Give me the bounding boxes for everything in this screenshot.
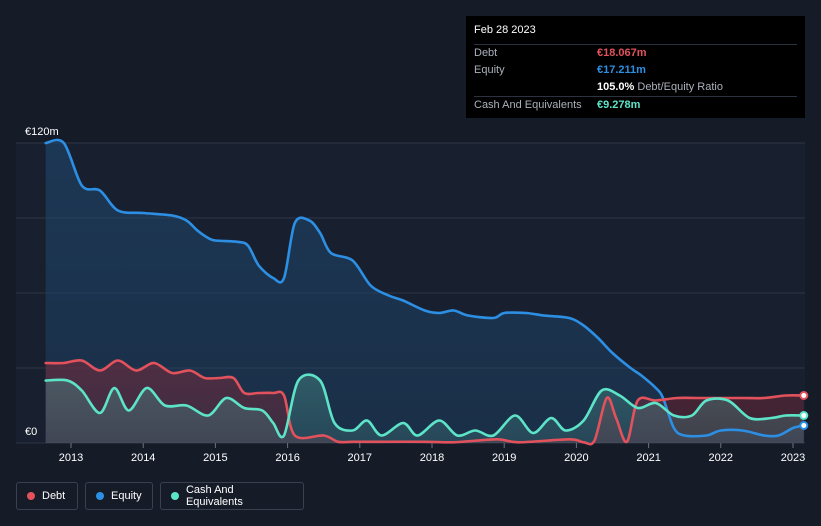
ratio-label: Debt/Equity Ratio — [637, 81, 723, 93]
x-tick-label: 2018 — [420, 452, 444, 464]
tooltip-value: €9.278m — [597, 99, 641, 111]
legend-item-equity[interactable]: Equity — [85, 482, 153, 510]
tooltip-label: Debt — [474, 47, 498, 59]
cash-and-equivalents-line — [44, 373, 806, 439]
ratio-value: 105.0% — [597, 81, 635, 93]
tooltip-row-debt: Debt €18.067m — [474, 44, 797, 62]
legend-label: Equity — [111, 490, 142, 502]
tooltip-date: Feb 28 2023 — [474, 24, 536, 36]
cash-and-equivalents-area — [45, 374, 804, 443]
y-tick-label-max: €120m — [25, 126, 59, 138]
x-tick-label: 2013 — [59, 452, 83, 464]
end-markers — [799, 391, 809, 430]
y-tick-label-zero: €0 — [25, 426, 38, 438]
equity-area — [45, 139, 804, 443]
x-tick-label: 2020 — [564, 452, 588, 464]
tooltip-ratio: 105.0% Debt/Equity Ratio — [597, 79, 723, 96]
equity-dot-icon — [96, 492, 104, 500]
debt-line — [44, 358, 806, 446]
equity-line — [44, 138, 806, 438]
x-tick-label: 2022 — [709, 452, 733, 464]
cash-dot-icon — [171, 492, 179, 500]
tooltip-row-cash: Cash And Equivalents €9.278m — [474, 96, 797, 114]
tooltip: Feb 28 2023 Debt €18.067m Equity €17.211… — [466, 16, 805, 118]
x-tick-label: 2023 — [781, 452, 805, 464]
x-tick-label: 2021 — [636, 452, 660, 464]
legend-label: Debt — [42, 490, 66, 502]
legend-item-cash[interactable]: Cash And Equivalents — [160, 482, 304, 510]
cash-and-equivalents-end-marker — [799, 411, 809, 420]
x-tick-label: 2016 — [275, 452, 299, 464]
x-tick-label: 2019 — [492, 452, 516, 464]
x-tick-label: 2015 — [203, 452, 227, 464]
x-tick-label: 2014 — [131, 452, 155, 464]
equity-end-marker — [799, 421, 809, 430]
series-lines — [44, 138, 806, 446]
x-axis-ticks: 2013 2014 2015 2016 2017 2018 2019 2020 2021 2022… — [59, 443, 805, 464]
debt-dot-icon — [27, 492, 35, 500]
tooltip-label: Equity — [474, 64, 505, 76]
legend-item-debt[interactable]: Debt — [16, 482, 78, 510]
tooltip-value: €17.211m — [597, 64, 646, 76]
tooltip-label: Cash And Equivalents — [474, 99, 582, 111]
tooltip-row-ratio: 105.0% Debt/Equity Ratio — [474, 79, 797, 96]
tooltip-value: €18.067m — [597, 47, 647, 59]
debt-end-marker — [799, 391, 809, 400]
x-tick-label: 2017 — [348, 452, 372, 464]
legend-label: Cash And Equivalents — [185, 484, 243, 508]
tooltip-row-equity: Equity €17.211m — [474, 62, 797, 79]
